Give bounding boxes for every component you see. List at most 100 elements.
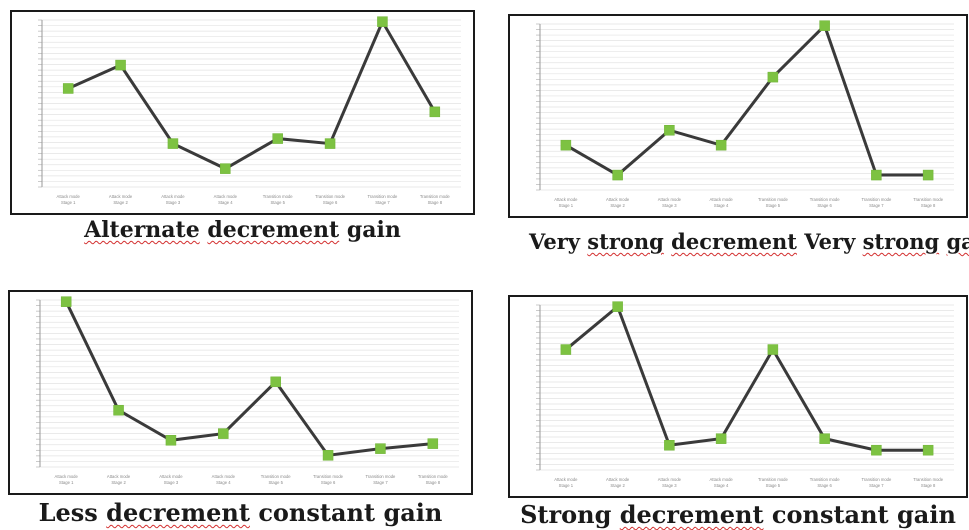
caption-word: Very xyxy=(804,229,856,254)
data-point xyxy=(272,133,283,144)
chart-panel-2: Attack mode Stage 1 Attack mode Stage 2 Atta… xyxy=(508,14,969,259)
data-point xyxy=(715,139,727,151)
x-tick-label: Transition mode Stage 5 xyxy=(261,474,292,485)
data-point xyxy=(664,124,675,136)
caption-word: strong xyxy=(862,229,940,254)
caption-word: gain xyxy=(897,500,956,529)
x-tick-label: Transition mode Stage 8 xyxy=(420,194,451,205)
data-point xyxy=(322,450,334,461)
x-tick-label: Attack mode Stage 4 xyxy=(709,477,733,488)
x-tick-label: Transition mode Stage 6 xyxy=(810,477,841,488)
gridlines xyxy=(36,299,459,468)
line-chart: Attack mode Stage 1 Attack mode Stage 2 Atta… xyxy=(536,20,954,208)
x-tick-label: Attack mode Stage 2 xyxy=(606,477,630,488)
x-tick-label: Transition mode Stage 5 xyxy=(758,197,789,208)
chart-panel-4: Attack mode Stage 1 Attack mode Stage 2 Atta… xyxy=(508,295,968,530)
data-point xyxy=(165,435,177,446)
x-tick-label: Transition mode Stage 6 xyxy=(315,194,346,205)
caption-word: constant xyxy=(771,500,889,529)
gridlines xyxy=(38,19,461,188)
data-point xyxy=(324,138,336,149)
caption-word: Less xyxy=(38,498,98,527)
series-line xyxy=(564,304,929,452)
x-tick-label: Attack mode Stage 4 xyxy=(212,474,236,485)
x-tick-label: Transition mode Stage 6 xyxy=(313,474,344,485)
chart-caption: Alternate decrement gain xyxy=(10,217,475,243)
caption-word: decrement xyxy=(671,229,797,254)
data-point xyxy=(871,444,882,456)
data-point xyxy=(922,169,934,181)
caption-word: decrement xyxy=(207,217,340,243)
data-point xyxy=(871,169,882,181)
x-tick-label: Transition mode Stage 8 xyxy=(913,197,944,208)
data-point xyxy=(715,433,727,444)
gridlines xyxy=(536,23,954,191)
data-point xyxy=(612,301,623,312)
data-point xyxy=(220,163,231,174)
data-point xyxy=(377,16,388,27)
x-tick-label: Attack mode Stage 2 xyxy=(606,197,630,208)
x-tick-label: Transition mode Stage 8 xyxy=(913,477,944,488)
caption-word: gain xyxy=(383,498,443,527)
data-point xyxy=(612,169,623,181)
x-tick-label: Attack mode Stage 2 xyxy=(109,194,133,205)
chart-frame: Attack mode Stage 1 Attack mode Stage 2 Atta… xyxy=(508,14,968,218)
x-tick-label: Attack mode Stage 3 xyxy=(161,194,185,205)
data-point xyxy=(664,440,675,451)
caption-word: Alternate xyxy=(84,217,200,243)
x-tick-label: Attack mode Stage 4 xyxy=(214,194,238,205)
data-point xyxy=(427,438,439,449)
caption-word: gain xyxy=(946,229,969,254)
data-point xyxy=(62,83,74,94)
data-point xyxy=(819,433,830,444)
x-tick-label: Transition mode Stage 7 xyxy=(368,194,399,205)
x-tick-label: Transition mode Stage 7 xyxy=(861,197,892,208)
line-chart: Attack mode Stage 1 Attack mode Stage 2 Atta… xyxy=(536,301,954,488)
chart-caption: Less decrement constant gain xyxy=(8,498,473,527)
data-point xyxy=(113,404,124,416)
x-tick-label: Attack mode Stage 1 xyxy=(554,477,578,488)
chart-frame: Attack mode Stage 1 Attack mode Stage 2 Atta… xyxy=(508,295,968,498)
chart-frame: Attack mode Stage 1 Attack mode Stage 2 Atta… xyxy=(8,290,473,495)
x-tick-label: Attack mode Stage 3 xyxy=(658,477,682,488)
x-tick-label: Attack mode Stage 2 xyxy=(107,474,131,485)
caption-word: decrement xyxy=(106,498,250,527)
series-line xyxy=(565,22,929,177)
x-tick-label: Attack mode Stage 1 xyxy=(57,194,81,205)
x-tick-label: Attack mode Stage 1 xyxy=(554,197,578,208)
data-point xyxy=(429,106,441,118)
caption-word: Very xyxy=(528,229,580,254)
x-tick-label: Transition mode Stage 8 xyxy=(418,474,449,485)
x-tick-label: Transition mode Stage 7 xyxy=(366,474,397,485)
data-point xyxy=(270,376,281,388)
series-line xyxy=(67,18,437,171)
data-point xyxy=(375,443,386,454)
x-tick-label: Transition mode Stage 6 xyxy=(810,197,841,208)
caption-word: decrement xyxy=(619,500,764,529)
data-point xyxy=(922,444,934,456)
data-point xyxy=(560,344,572,355)
data-point xyxy=(218,428,229,439)
data-point xyxy=(767,344,779,355)
series-line xyxy=(64,301,433,457)
data-point xyxy=(115,59,126,71)
chart-panel-1: Attack mode Stage 1 Attack mode Stage 2 Atta… xyxy=(10,10,475,245)
chart-frame: Attack mode Stage 1 Attack mode Stage 2 Atta… xyxy=(10,10,475,215)
data-point xyxy=(60,296,72,307)
caption-word: gain xyxy=(346,217,401,243)
chart-caption: Strong decrement constant gain xyxy=(508,500,968,529)
caption-word: strong xyxy=(587,229,664,254)
x-tick-label: Attack mode Stage 1 xyxy=(55,474,79,485)
x-tick-label: Transition mode Stage 5 xyxy=(758,477,789,488)
x-tick-label: Attack mode Stage 3 xyxy=(159,474,183,485)
x-tick-label: Attack mode Stage 4 xyxy=(709,197,733,208)
x-tick-label: Transition mode Stage 7 xyxy=(861,477,892,488)
caption-word: constant xyxy=(258,498,376,527)
gridlines xyxy=(536,304,954,471)
chart-caption: Very strong decrement Very strong gain xyxy=(478,229,969,254)
chart-panel-3: Attack mode Stage 1 Attack mode Stage 2 Atta… xyxy=(8,290,473,530)
data-point xyxy=(167,138,179,149)
x-tick-label: Attack mode Stage 3 xyxy=(658,197,682,208)
data-point xyxy=(819,20,830,31)
line-chart: Attack mode Stage 1 Attack mode Stage 2 Atta… xyxy=(36,296,459,485)
